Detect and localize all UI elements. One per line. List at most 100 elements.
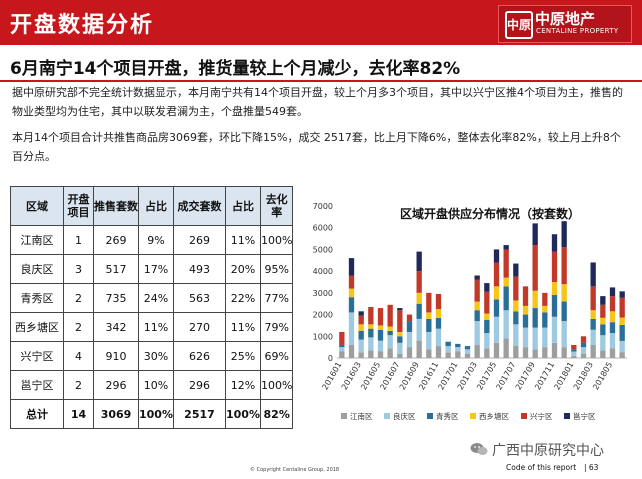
table-cell: 20% (224, 254, 261, 284)
legend-label: 兴宁区 (530, 411, 553, 421)
table-cell: 良庆区 (10, 254, 64, 284)
legend-label: 青秀区 (436, 411, 459, 421)
bar-segment (445, 341, 451, 347)
bar-segment (397, 310, 403, 332)
bar-segment (551, 342, 558, 358)
bar-segment (368, 306, 374, 325)
page-title: 开盘数据分析 (10, 13, 155, 38)
table-cell: 100% (224, 399, 261, 429)
bar-segment (571, 355, 577, 358)
bar-segment (397, 336, 403, 343)
bar-segment (339, 347, 345, 352)
table-cell: 269 (93, 225, 139, 255)
bar-segment (619, 317, 625, 325)
bar-segment (397, 331, 403, 337)
table-header: 去化率 (259, 186, 294, 226)
table-cell: 12% (224, 370, 261, 400)
bar-segment (600, 335, 606, 351)
table-row: 江南区 1 269 9% 269 11% 100% (10, 225, 294, 255)
table-header: 占比 (224, 186, 261, 226)
table-cell: 82% (259, 399, 294, 429)
bar-segment (513, 263, 519, 277)
bar-segment (532, 290, 538, 309)
table-cell: 2 (63, 283, 94, 313)
bar-segment (493, 262, 500, 287)
bar-segment (503, 245, 509, 250)
y-tick-label: 3000 (313, 289, 333, 298)
chart-title: 区域开盘供应分布情况（按套数） (400, 206, 580, 221)
bar-segment (542, 292, 548, 306)
bar-segment (493, 286, 500, 300)
bar-segment (406, 314, 413, 322)
bar-segment (339, 331, 345, 345)
bar-segment (455, 351, 461, 358)
table-cell: 1 (63, 225, 94, 255)
legend-swatch (470, 413, 476, 419)
data-table: 区域 开盘项目 推售套数 占比 成交套数 占比 去化率 江南区 1 269 9% 269… (10, 186, 294, 429)
bar-segment (513, 311, 519, 325)
y-tick-label: 5000 (313, 245, 333, 254)
bar-segment (619, 324, 625, 341)
bar-segment (435, 346, 442, 358)
table-cell: 69% (259, 341, 294, 371)
logo-seal: 中原 (505, 11, 533, 39)
bar-segment (484, 348, 490, 358)
bar-segment (571, 351, 577, 356)
legend-swatch (521, 413, 527, 419)
bar-segment (474, 321, 480, 345)
bar-segment (358, 324, 364, 331)
table-row: 西乡塘区 2 342 11% 270 11% 79% (10, 312, 294, 342)
table-cell: 100% (259, 225, 294, 255)
wechat-icon (470, 443, 488, 455)
bar-segment (600, 304, 606, 318)
table-cell: 735 (93, 283, 139, 313)
bar-segment (619, 291, 625, 298)
bar-segment (339, 351, 345, 358)
bar-segment (377, 329, 384, 341)
legend-label: 江南区 (350, 411, 373, 421)
bar-segment (503, 338, 509, 358)
bar-segment (513, 276, 519, 301)
bar-segment (416, 303, 422, 319)
bar-segment (474, 275, 480, 280)
bar-segment (348, 344, 355, 358)
y-tick-label: 7000 (313, 202, 333, 211)
bar-segment (416, 251, 422, 272)
legend-label: 西乡塘区 (479, 411, 509, 421)
table-cell: 100% (138, 399, 174, 429)
bar-segment (600, 317, 606, 325)
table-cell: 626 (172, 341, 226, 371)
bar-segment (406, 331, 413, 348)
bar-segment (426, 331, 432, 350)
table-cell: 江南区 (10, 225, 64, 255)
bar-segment (339, 344, 345, 348)
wechat-account: 广西中原研究中心 (492, 443, 604, 459)
bar-segment (464, 346, 471, 350)
bar-segment (387, 326, 393, 331)
bar-segment (561, 247, 567, 285)
bar-segment (503, 277, 509, 287)
bar-segment (348, 258, 355, 276)
table-cell: 10% (138, 370, 174, 400)
table-cell: 17% (138, 254, 174, 284)
bar-segment (580, 336, 587, 343)
bar-segment (532, 245, 538, 291)
table-header: 占比 (138, 186, 174, 226)
y-tick-label: 1000 (313, 332, 333, 341)
bar-segment (609, 296, 616, 312)
bar-segment (397, 353, 403, 358)
bar-segment (435, 317, 442, 329)
bar-segment (522, 305, 529, 315)
table-row: 良庆区 3 517 17% 493 20% 95% (10, 254, 294, 284)
bar-segment (416, 318, 422, 341)
logo-subtitle: CENTALINE PROPERTY (536, 27, 619, 35)
table-cell: 西乡塘区 (10, 312, 64, 342)
logo-name: 中原地产 (535, 10, 596, 28)
bar-segment (609, 287, 616, 297)
bar-segment (532, 327, 538, 350)
table-cell: 517 (93, 254, 139, 284)
bar-segment (590, 344, 596, 358)
bar-segment (561, 284, 567, 302)
table-header: 区域 (10, 186, 64, 226)
bar-segment (532, 349, 538, 358)
